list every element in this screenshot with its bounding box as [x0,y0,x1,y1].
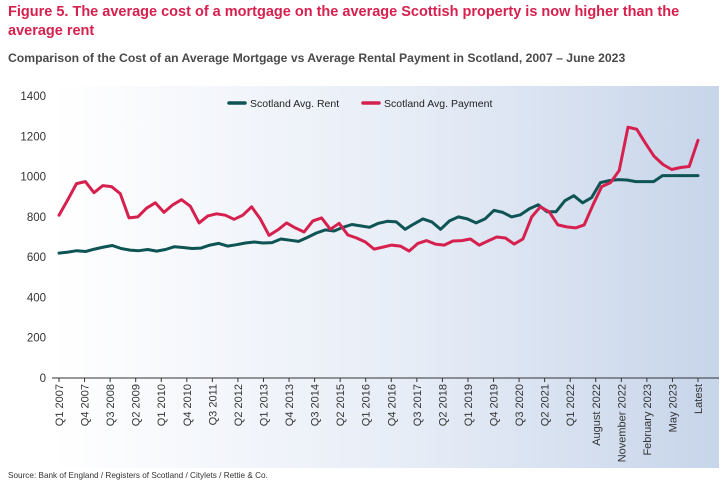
y-axis: 0 200 400 600 800 1000 1200 1400 [20,91,46,385]
x-tick-label: Q1 2019 [463,384,475,426]
legend: Scotland Avg. Rent Scotland Avg. Payment [227,98,492,110]
y-tick-label: 1000 [20,172,46,184]
figure-title: Figure 5. The average cost of a mortgage… [8,4,680,39]
x-tick-label: Q4 2013 [284,384,296,426]
legend-label: Scotland Avg. Rent [250,98,339,110]
x-tick-label: May 2023 [667,384,679,432]
x-tick-label: November 2022 [616,384,628,462]
series-lines [57,125,700,255]
series-line-payment [57,125,700,253]
legend-label: Scotland Avg. Payment [384,98,492,110]
x-tick-label: Latest [693,384,705,414]
x-tick-label: Q3 2020 [514,384,526,426]
x-tick-label: Q2 2009 [131,384,143,426]
x-tick-label: Q1 2013 [258,384,270,426]
x-axis: Q1 2007 Q4 2007 Q3 2008 Q2 2009 Q1 2010 Q4 20… [54,378,705,462]
x-tick-label: Q3 2014 [310,384,322,426]
x-tick-label: Q1 2022 [565,384,577,426]
x-tick-label: February 2023 [642,384,654,456]
x-tick-label: Q2 2012 [233,384,245,426]
x-tick-label: Q2 2015 [335,384,347,426]
x-tick-label: Q1 2016 [361,384,373,426]
chart-subtitle: Comparison of the Cost of an Average Mor… [8,51,626,65]
x-tick-label: August 2022 [591,384,603,446]
source-note: Source: Bank of England / Registers of S… [8,471,268,480]
y-tick-label: 1400 [20,91,46,103]
x-tick-label: Q2 2021 [540,384,552,426]
y-tick-label: 600 [27,252,46,264]
x-tick-label: Q4 2010 [182,384,194,426]
x-tick-label: Q1 2010 [156,384,168,426]
series-line-rent [57,174,700,255]
x-tick-label: Q4 2016 [386,384,398,426]
y-tick-label: 800 [27,212,46,224]
x-tick-label: Q3 2008 [105,384,117,426]
y-tick-label: 400 [27,292,46,304]
line-chart: 0 200 400 600 800 1000 1200 1400 Q1 2007 Q4 2007… [20,86,719,468]
x-tick-label: Q4 2019 [489,384,501,426]
y-tick-label: 1200 [20,131,46,143]
y-tick-label: 0 [40,373,46,385]
x-tick-label: Q3 2011 [207,384,219,425]
x-tick-label: Q1 2007 [54,384,66,426]
y-tick-label: 200 [27,333,46,345]
x-tick-label: Q3 2017 [412,384,424,426]
x-tick-label: Q2 2018 [437,384,449,426]
x-tick-label: Q4 2007 [80,384,92,426]
plot-background [52,86,719,468]
